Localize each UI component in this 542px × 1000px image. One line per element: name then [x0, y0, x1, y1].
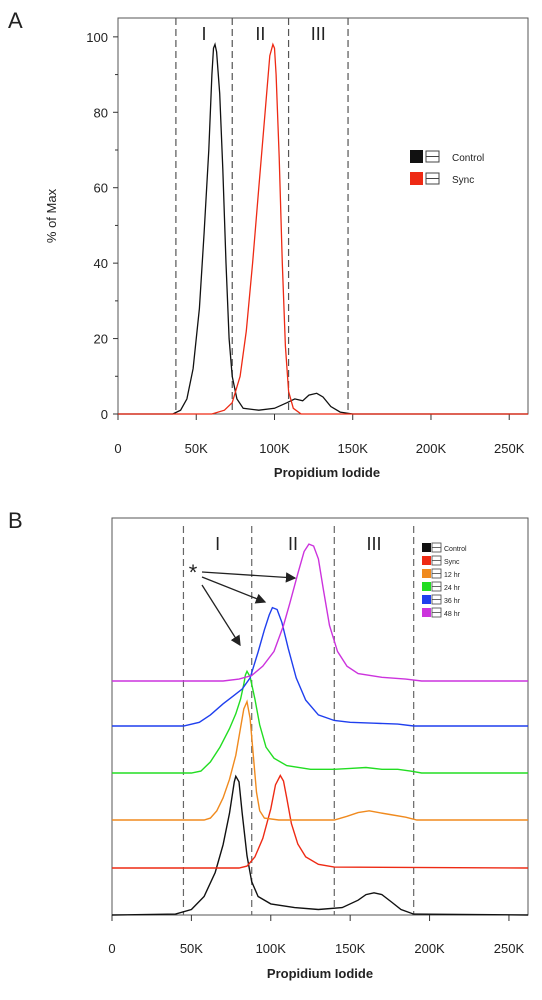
series-line — [112, 669, 528, 774]
legend-label: Sync — [452, 175, 474, 186]
plot-frame — [117, 17, 529, 415]
x-tick-label: 100K — [259, 441, 290, 456]
legend-label: 12 hr — [444, 572, 461, 579]
legend-label: Control — [444, 546, 467, 553]
legend-label: Control — [452, 153, 484, 164]
legend-swatch — [422, 556, 431, 565]
series-line — [112, 543, 528, 682]
x-tick-label: 150K — [335, 941, 366, 956]
legend-swatch — [422, 595, 431, 604]
x-tick-label: 0 — [108, 941, 115, 956]
series-line — [118, 42, 528, 415]
x-tick-label: 200K — [416, 441, 447, 456]
annotation-arrow — [201, 571, 297, 583]
y-axis-label: % of Max — [44, 188, 59, 243]
y-tick-label: 40 — [94, 256, 108, 271]
y-tick-label: 0 — [101, 407, 108, 422]
x-tick-label: 50K — [185, 441, 208, 456]
series-line — [112, 774, 529, 869]
x-axis-label: Propidium Iodide — [267, 966, 373, 981]
legend-label: 24 hr — [444, 585, 461, 592]
series-line — [118, 42, 528, 415]
y-tick-label: 80 — [94, 105, 108, 120]
x-tick-label: 200K — [414, 941, 445, 956]
annotation-arrow — [201, 576, 267, 604]
legend-swatch — [410, 150, 423, 163]
annotation-arrow — [201, 584, 241, 647]
x-tick-label: 100K — [256, 941, 287, 956]
plot-frame — [111, 517, 529, 916]
legend-swatch — [422, 543, 431, 552]
x-tick-label: 250K — [494, 441, 525, 456]
legend-label: Sync — [444, 559, 460, 566]
x-axis-label: Propidium Iodide — [274, 465, 380, 480]
series-line — [112, 699, 528, 821]
legend-swatch — [422, 569, 431, 578]
panel-label: A — [8, 8, 23, 33]
y-tick-label: 100 — [86, 30, 108, 45]
legend-label: 48 hr — [444, 611, 461, 618]
panel-label: B — [8, 508, 23, 533]
x-tick-label: 0 — [114, 441, 121, 456]
region-label: II — [255, 24, 265, 44]
series-line — [112, 606, 528, 727]
region-label: I — [215, 534, 220, 554]
legend-label: 36 hr — [444, 598, 461, 605]
region-label: III — [366, 534, 381, 554]
y-tick-label: 60 — [94, 181, 108, 196]
series-line — [111, 774, 529, 916]
x-tick-label: 250K — [494, 941, 525, 956]
legend-swatch — [422, 608, 431, 617]
region-label: I — [202, 24, 207, 44]
legend-swatch — [410, 172, 423, 185]
x-tick-label: 50K — [180, 941, 203, 956]
y-tick-label: 20 — [94, 332, 108, 347]
region-label: II — [288, 534, 298, 554]
annotation-asterisk: * — [189, 560, 198, 585]
region-label: III — [311, 24, 326, 44]
x-tick-label: 150K — [338, 441, 369, 456]
legend-swatch — [422, 582, 431, 591]
